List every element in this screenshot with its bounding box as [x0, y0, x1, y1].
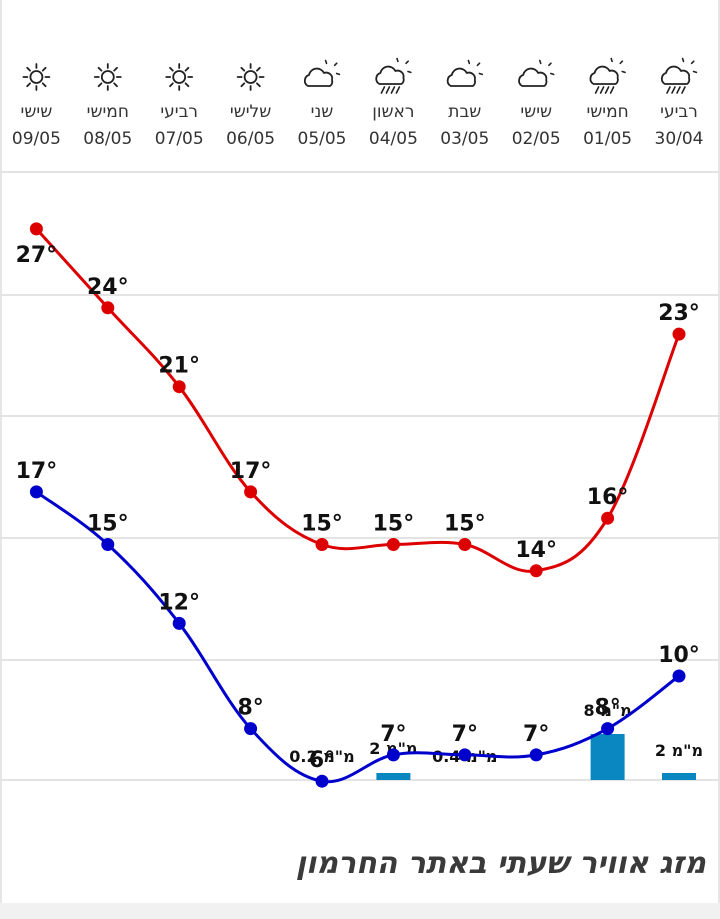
- low-temp-point: [458, 748, 472, 762]
- high-temp-label: 21°: [158, 354, 200, 379]
- low-temp-label: 7°: [380, 722, 406, 747]
- high-temp-label: 16°: [587, 485, 629, 510]
- high-temp-point: [601, 511, 615, 525]
- low-temp-label: 12°: [158, 590, 200, 615]
- low-temp-point: [172, 616, 186, 630]
- high-temp-line: [35, 227, 681, 573]
- low-temp-point: [601, 722, 615, 736]
- precip-bar: [590, 734, 625, 780]
- high-temp-label: 15°: [444, 512, 486, 537]
- low-temp-label: 8°: [237, 696, 263, 721]
- day-label: שלישי: [230, 102, 271, 122]
- day-label: שישי: [520, 102, 552, 122]
- day-label: חמישי: [586, 102, 628, 122]
- cloud-rain-icon: [375, 57, 412, 94]
- date-label: 01/05: [583, 129, 632, 149]
- day-label: שישי: [21, 102, 53, 122]
- day-label: ראשון: [372, 102, 414, 122]
- date-label: 09/05: [12, 129, 61, 149]
- low-temp-point: [29, 485, 43, 499]
- high-temp-point: [529, 564, 543, 578]
- high-temp-label: 23°: [658, 301, 700, 326]
- page-title: מזג אוויר שעתי באתר החרמון: [295, 846, 706, 881]
- high-temp-point: [172, 380, 186, 394]
- partly-cloudy-icon: [518, 59, 555, 87]
- date-label: 30/04: [655, 129, 704, 149]
- day-label: חמישי: [87, 102, 129, 122]
- date-label: 02/05: [512, 129, 561, 149]
- partly-cloudy-icon: [303, 59, 341, 87]
- high-temp-label: 14°: [515, 538, 557, 563]
- sun-icon: [22, 63, 51, 91]
- day-label: שני: [311, 102, 334, 122]
- precip-label: 0.2 מ"מ: [289, 747, 354, 766]
- precip-bar: [662, 773, 696, 780]
- high-temp-point: [244, 485, 258, 499]
- low-temp-label: 7°: [523, 722, 549, 747]
- sun-icon: [93, 63, 122, 91]
- day-label: רביעי: [160, 102, 198, 122]
- low-temp-label: 15°: [87, 512, 129, 537]
- high-temp-point: [101, 301, 115, 315]
- low-temp-point: [529, 748, 543, 762]
- precip-label: 2 מ"מ: [655, 741, 703, 760]
- high-temp-label: 15°: [301, 512, 343, 537]
- sun-icon: [236, 63, 265, 91]
- bottom-divider: [0, 903, 720, 919]
- date-label: 04/05: [369, 129, 418, 149]
- low-temp-point: [244, 722, 258, 736]
- low-temp-label: 10°: [658, 643, 700, 668]
- high-temp-point: [29, 222, 43, 236]
- high-temp-label: 24°: [87, 275, 129, 300]
- low-temp-point: [386, 748, 400, 762]
- date-label: 03/05: [440, 129, 489, 149]
- day-label: שבת: [448, 102, 481, 122]
- low-temp-label: 6°: [309, 748, 335, 773]
- high-temp-label: 15°: [373, 512, 415, 537]
- low-temp-line: [35, 490, 680, 784]
- low-temp-label: 17°: [16, 459, 58, 484]
- partly-cloudy-icon: [446, 59, 484, 87]
- high-temp-point: [458, 538, 472, 551]
- date-label: 05/05: [298, 129, 347, 149]
- cloud-rain-icon: [660, 57, 698, 94]
- day-label: רביעי: [660, 102, 698, 122]
- low-temp-point: [315, 774, 329, 788]
- high-temp-point: [315, 538, 329, 551]
- high-temp-label: 17°: [230, 459, 272, 484]
- high-temp-point: [386, 538, 400, 551]
- date-label: 08/05: [83, 129, 132, 149]
- date-label: 07/05: [155, 129, 204, 149]
- sun-icon: [165, 63, 194, 91]
- high-temp-label: 27°: [16, 243, 58, 268]
- precip-label: 8 מ"מ: [583, 701, 631, 720]
- low-temp-label: 8°: [594, 696, 620, 721]
- low-temp-label: 7°: [452, 722, 478, 747]
- date-label: 06/05: [226, 129, 275, 149]
- high-temp-point: [672, 327, 686, 341]
- low-temp-point: [672, 669, 686, 683]
- low-temp-point: [101, 538, 115, 551]
- cloud-rain-icon: [589, 57, 626, 94]
- precip-bar: [376, 773, 411, 780]
